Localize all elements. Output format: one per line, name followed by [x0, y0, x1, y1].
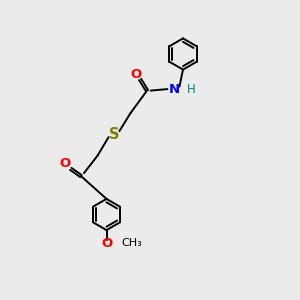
Text: O: O: [60, 157, 71, 170]
Text: O: O: [130, 68, 141, 82]
Text: O: O: [101, 237, 112, 250]
Text: CH₃: CH₃: [122, 238, 142, 248]
Text: H: H: [187, 82, 195, 96]
Text: S: S: [109, 127, 119, 142]
Text: N: N: [168, 82, 180, 96]
